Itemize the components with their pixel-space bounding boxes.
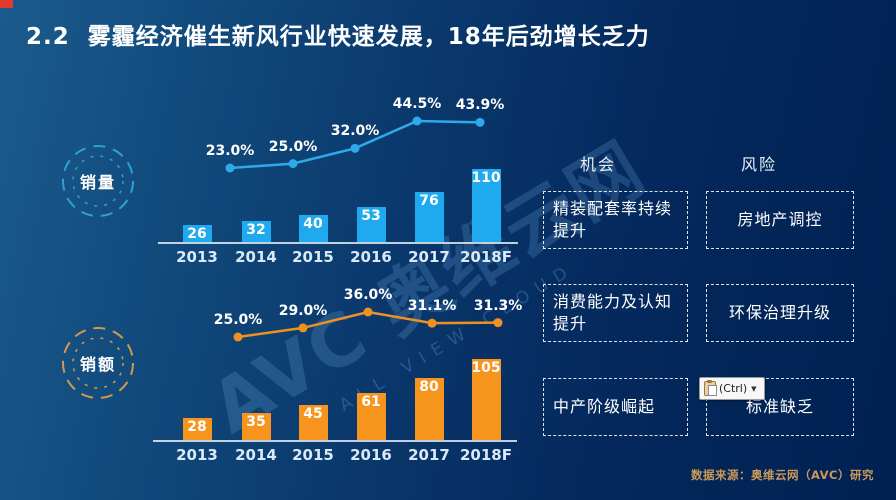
page-title: 2.2 雾霾经济催生新风行业快速发展，18年后劲增长乏力 bbox=[26, 24, 650, 50]
year-label: 2013 bbox=[176, 248, 218, 266]
growth-point bbox=[412, 116, 422, 126]
bar bbox=[241, 413, 271, 440]
clipboard-icon bbox=[704, 380, 717, 396]
bar bbox=[414, 378, 444, 440]
growth-point bbox=[350, 143, 360, 153]
panel-header-opportunity: 机会 bbox=[579, 155, 617, 174]
year-label: 2017 bbox=[408, 446, 450, 464]
bar bbox=[298, 215, 328, 242]
bar-value-label: 32 bbox=[246, 221, 266, 238]
growth-rate-label: 44.5% bbox=[392, 96, 442, 112]
year-label: 2015 bbox=[292, 248, 334, 266]
source-credit: 数据来源：奥维云网（AVC）研究 bbox=[691, 468, 874, 482]
opportunity-box-3: 中产阶级崛起 bbox=[543, 378, 688, 436]
growth-rate-label: 31.3% bbox=[473, 297, 523, 314]
dashed-circle-icon bbox=[62, 145, 134, 217]
year-label: 2018F bbox=[460, 446, 512, 464]
bar-value-label: 40 bbox=[303, 216, 323, 233]
growth-point bbox=[225, 163, 235, 173]
panel-header-risk: 风险 bbox=[740, 155, 778, 174]
risk-box-1: 房地产调控 bbox=[706, 191, 854, 249]
bar-value-label: 105 bbox=[471, 360, 501, 377]
bar-value-label: 28 bbox=[187, 419, 207, 436]
growth-rate-label: 23.0% bbox=[205, 143, 255, 159]
growth-point bbox=[288, 159, 298, 169]
bar-value-label: 35 bbox=[246, 414, 266, 431]
bar bbox=[356, 206, 386, 242]
paste-button-label: (Ctrl) bbox=[719, 382, 748, 395]
growth-rate-label: 36.0% bbox=[343, 287, 393, 303]
year-label: 2013 bbox=[176, 446, 218, 464]
opportunity-box-2: 消费能力及认知 提升 bbox=[543, 284, 688, 342]
year-label: 2017 bbox=[408, 248, 450, 266]
bar bbox=[414, 191, 444, 242]
bar-value-label: 76 bbox=[419, 192, 439, 209]
growth-rate-label: 31.1% bbox=[407, 298, 457, 315]
series-badge: 销额 bbox=[53, 318, 143, 408]
bar bbox=[471, 359, 501, 440]
growth-rate-label: 29.0% bbox=[278, 302, 328, 319]
bar bbox=[298, 405, 328, 440]
corner-accent bbox=[0, 0, 13, 8]
series-badge: 销量 bbox=[53, 136, 143, 226]
growth-rate-label: 43.9% bbox=[455, 97, 505, 114]
growth-point bbox=[475, 117, 485, 127]
year-label: 2018F bbox=[460, 248, 512, 266]
bar bbox=[182, 418, 212, 440]
growth-point bbox=[427, 318, 437, 328]
year-label: 2016 bbox=[350, 248, 392, 266]
bar bbox=[241, 220, 271, 242]
bar-value-label: 80 bbox=[419, 379, 439, 396]
growth-point bbox=[233, 332, 243, 342]
year-label: 2016 bbox=[350, 446, 392, 464]
year-label: 2015 bbox=[292, 446, 334, 464]
x-axis-line bbox=[153, 440, 517, 442]
growth-point bbox=[493, 318, 503, 328]
growth-point bbox=[363, 307, 373, 317]
growth-point bbox=[298, 323, 308, 333]
opportunity-box-1: 精装配套率持续 提升 bbox=[543, 191, 688, 249]
series-badge-label: 销额 bbox=[79, 355, 116, 374]
bar bbox=[182, 224, 212, 242]
paste-options-button[interactable]: (Ctrl) ▼ bbox=[699, 377, 765, 400]
growth-rate-label: 25.0% bbox=[213, 312, 263, 328]
bar bbox=[356, 393, 386, 440]
year-label: 2014 bbox=[235, 446, 277, 464]
dashed-circle-icon bbox=[62, 327, 134, 399]
dropdown-arrow-icon: ▼ bbox=[751, 384, 757, 393]
growth-rate-label: 25.0% bbox=[268, 138, 318, 155]
bar-value-label: 26 bbox=[187, 225, 207, 242]
bar-value-label: 53 bbox=[361, 207, 381, 224]
year-label: 2014 bbox=[235, 248, 277, 266]
x-axis-line bbox=[158, 242, 518, 244]
bar-value-label: 45 bbox=[303, 406, 323, 423]
risk-box-2: 环保治理升级 bbox=[706, 284, 854, 342]
bar-value-label: 110 bbox=[471, 169, 501, 186]
bar bbox=[471, 168, 501, 242]
bar-value-label: 61 bbox=[361, 394, 381, 411]
risk-box-3: 标准缺乏 bbox=[706, 378, 854, 436]
series-badge-label: 销量 bbox=[79, 173, 116, 192]
growth-rate-label: 32.0% bbox=[330, 123, 380, 140]
